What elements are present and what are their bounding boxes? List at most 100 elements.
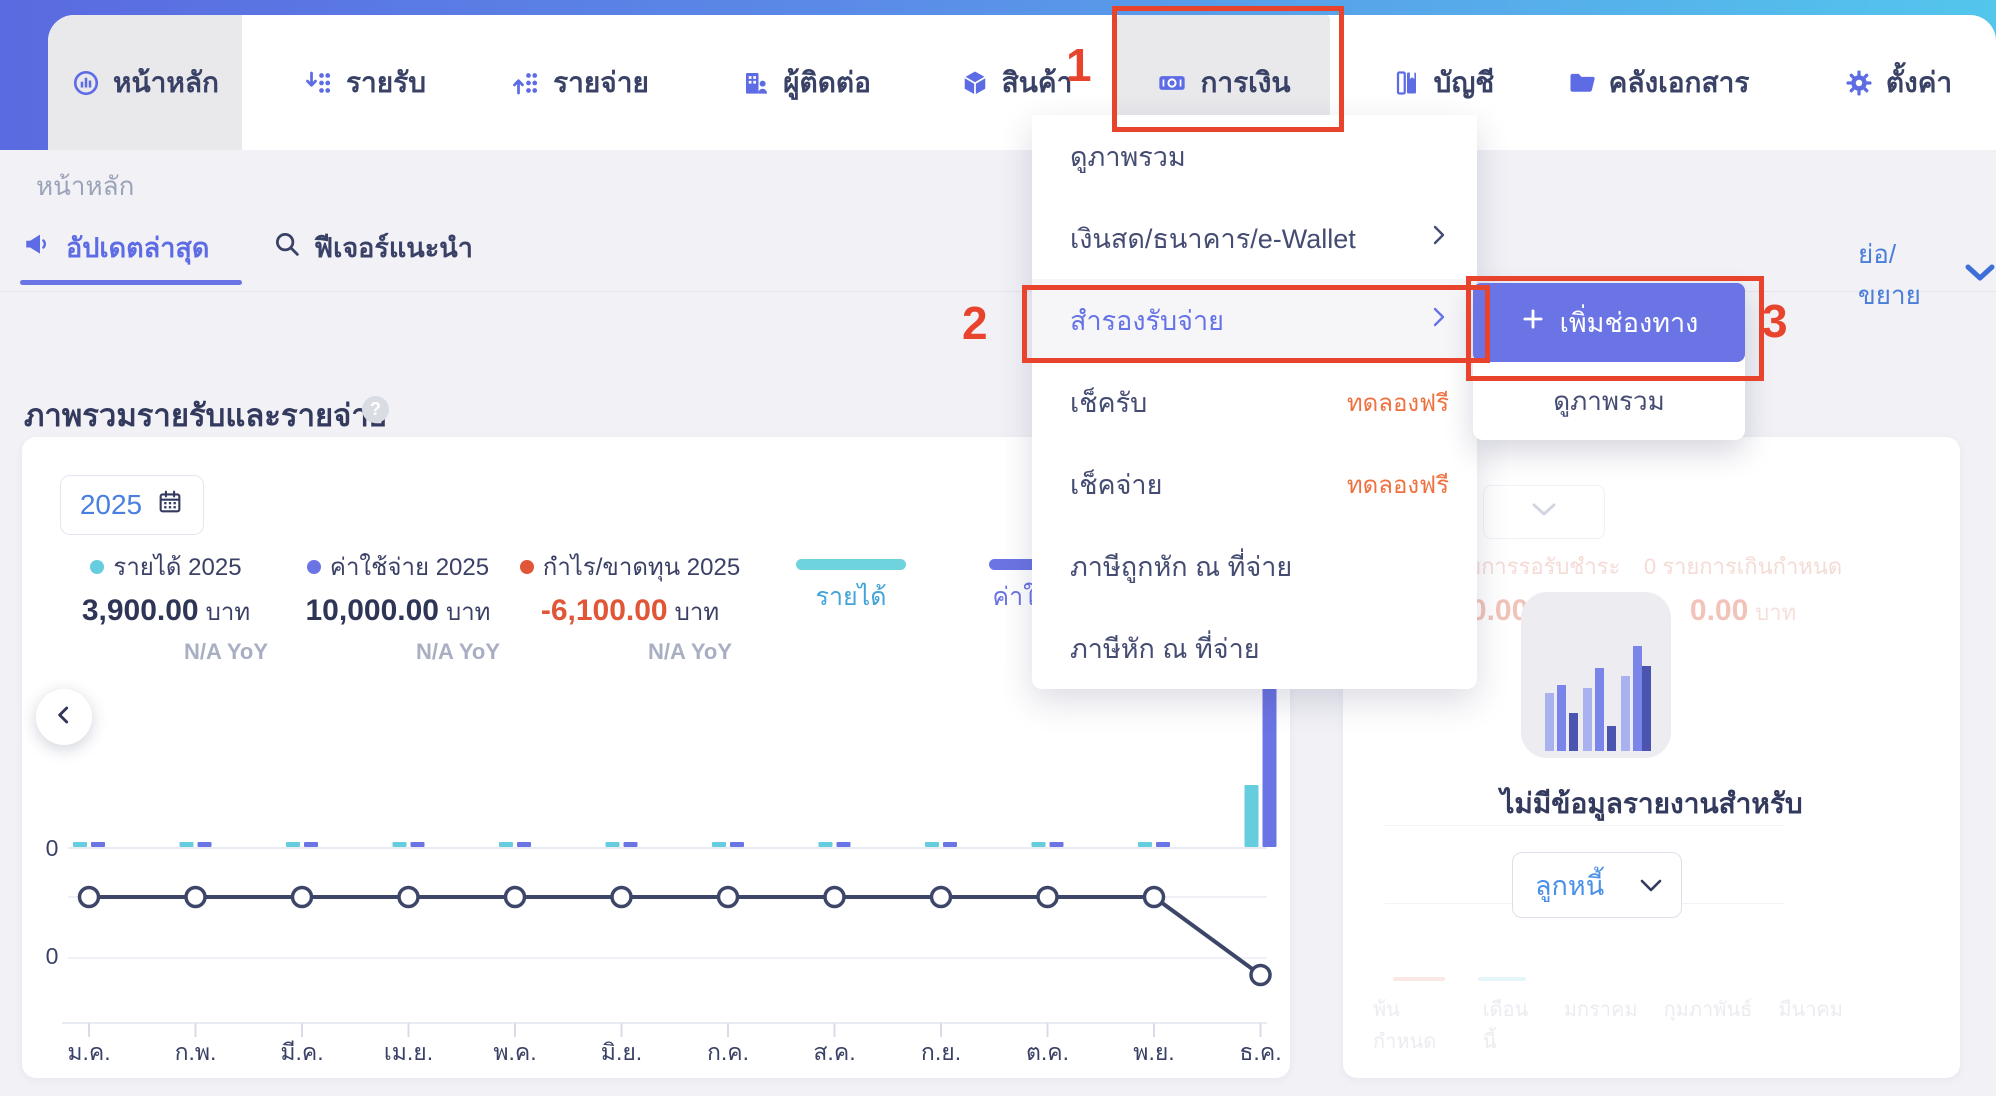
- nav-item-label: สินค้า: [1001, 66, 1073, 98]
- svg-text:ม.ค.: ม.ค.: [67, 1039, 110, 1065]
- submenu-item-overview[interactable]: ดูภาพรวม: [1473, 362, 1745, 440]
- menu-item-withholding-deducted[interactable]: ภาษีถูกหัก ณ ที่จ่าย: [1032, 525, 1477, 607]
- nav-item-label: บัญชี: [1433, 66, 1495, 98]
- report-type-select[interactable]: ลูกหนี้: [1512, 852, 1682, 918]
- chevron-right-icon: [1429, 304, 1449, 337]
- report-empty-illustration: [1521, 592, 1671, 758]
- chart-prev-button[interactable]: [36, 689, 92, 745]
- nav-item-finance[interactable]: การเงิน: [1117, 15, 1330, 150]
- tab-label: อัปเดตล่าสุด: [66, 233, 210, 263]
- svg-text:ก.ค.: ก.ค.: [707, 1039, 749, 1065]
- legend-unit: บาท: [205, 599, 251, 626]
- breadcrumb: หน้าหลัก: [36, 171, 135, 201]
- chevron-left-icon: [51, 702, 77, 733]
- nav-item-contacts[interactable]: ผู้ติดต่อ: [716, 15, 896, 150]
- nav-item-label: การเงิน: [1200, 66, 1291, 98]
- stat-value: 0.00: [1469, 594, 1529, 627]
- income-expense-chart[interactable]: 0 0 ม.ค. ก.พ. มี.ค. เม.ย. พ.ค. มิ.ย. ก.ค. ส.ค. ก.ย…: [22, 660, 1290, 1078]
- menu-item-cheque-paid[interactable]: เช็คจ่าย ทดลองฟรี: [1032, 443, 1477, 525]
- nav-item-products[interactable]: สินค้า: [946, 15, 1086, 150]
- tab-latest-updates[interactable]: อัปเดตล่าสุด: [22, 226, 209, 269]
- legend-unit: บาท: [445, 599, 491, 626]
- period-tab[interactable]: พ้นกำหนด: [1373, 999, 1437, 1053]
- submenu-item-label: ดูภาพรวม: [1553, 385, 1665, 416]
- series-tab-income[interactable]: รายได้: [815, 583, 887, 611]
- empty-report-title: ไม่มีข้อมูลรายงานสำหรับ: [1500, 788, 1803, 819]
- report-period-select[interactable]: [1483, 485, 1605, 539]
- legend-label: กำไร/ขาดทุน 2025: [542, 554, 741, 581]
- series-tab-income-indicator[interactable]: [796, 559, 906, 570]
- bottom-tab-indicator-this-month: [1478, 977, 1526, 981]
- nav-item-income[interactable]: รายรับ: [290, 15, 440, 150]
- search-icon: [272, 229, 302, 266]
- tutorial-step-number-2: 2: [962, 297, 988, 349]
- legend-income: รายได้ 2025 3,900.00 บาท N/A YoY: [52, 547, 280, 665]
- legend-profit: กำไร/ขาดทุน 2025 -6,100.00 บาท N/A YoY: [516, 547, 744, 665]
- active-tab-underline: [20, 280, 242, 285]
- period-tab[interactable]: มกราคม: [1563, 999, 1638, 1021]
- collapse-expand-label: ย่อ/ขยาย: [1858, 239, 1921, 310]
- documents-icon: [1567, 68, 1597, 98]
- stat-label: 0 รายการเกินกำหนด: [1643, 554, 1843, 579]
- svg-text:มิ.ย.: มิ.ย.: [601, 1039, 642, 1065]
- svg-text:ธ.ค.: ธ.ค.: [1239, 1039, 1281, 1065]
- panel-divider: [1385, 825, 1785, 826]
- menu-item-withholding-tax[interactable]: ภาษีหัก ณ ที่จ่าย: [1032, 607, 1477, 689]
- stat-overdue: 0 รายการเกินกำหนด 0.00 บาท: [1633, 549, 1853, 630]
- expense-dot-icon: [306, 559, 321, 574]
- calendar-icon: [156, 488, 184, 523]
- tab-recommended-features[interactable]: ฟีเจอร์แนะนำ: [272, 226, 473, 269]
- legend-value: -6,100.00: [540, 594, 668, 627]
- svg-text:0: 0: [46, 835, 59, 861]
- period-tab[interactable]: กุมภาพันธ์: [1663, 999, 1753, 1021]
- contacts-icon: [741, 68, 771, 98]
- nav-item-label: ผู้ติดต่อ: [783, 66, 871, 98]
- menu-item-cheque-received[interactable]: เช็ครับ ทดลองฟรี: [1032, 361, 1477, 443]
- nav-item-label: รายรับ: [346, 66, 426, 98]
- nav-item-label: ตั้งค่า: [1885, 66, 1953, 98]
- menu-item-label: เช็คจ่าย: [1070, 469, 1163, 500]
- plus-icon: [1520, 306, 1546, 339]
- legend-yoy: N/A YoY: [184, 639, 268, 664]
- nav-item-documents[interactable]: คลังเอกสาร: [1558, 15, 1758, 150]
- chevron-down-icon: [1964, 260, 1996, 291]
- add-channel-button[interactable]: เพิ่มช่องทาง: [1473, 283, 1745, 362]
- income-icon: [304, 68, 334, 98]
- svg-text:ต.ค.: ต.ค.: [1026, 1039, 1069, 1065]
- collapse-expand-toggle[interactable]: ย่อ/ขยาย: [1858, 234, 1996, 316]
- menu-item-label: สำรองรับจ่าย: [1070, 305, 1224, 336]
- menu-item-reserve-receive-pay[interactable]: สำรองรับจ่าย: [1032, 279, 1477, 361]
- menu-item-label: ดูภาพรวม: [1070, 141, 1186, 172]
- svg-text:ก.ย.: ก.ย.: [921, 1039, 961, 1065]
- period-tab[interactable]: มีนาคม: [1778, 999, 1843, 1021]
- nav-item-settings[interactable]: ตั้งค่า: [1818, 15, 1978, 150]
- nav-item-label: รายจ่าย: [553, 66, 649, 98]
- year-picker[interactable]: 2025: [60, 475, 204, 535]
- svg-text:เม.ย.: เม.ย.: [384, 1039, 433, 1065]
- tutorial-step-number-3: 3: [1762, 295, 1788, 347]
- help-icon[interactable]: ?: [362, 396, 389, 423]
- nav-active-tile-home: [48, 15, 242, 150]
- svg-text:ส.ค.: ส.ค.: [813, 1039, 855, 1065]
- section-title: ภาพรวมรายรับและรายจ่าย: [24, 398, 387, 433]
- legend-value: 3,900.00: [81, 594, 199, 627]
- finance-dropdown-menu: ดูภาพรวม เงินสด/ธนาคาร/e-Wallet สำรองรับ…: [1032, 115, 1477, 689]
- legend-value: 10,000.00: [305, 594, 439, 627]
- report-type-value: ลูกหนี้: [1535, 870, 1605, 901]
- nav-item-home[interactable]: หน้าหลัก: [48, 15, 242, 150]
- svg-text:พ.ย.: พ.ย.: [1133, 1039, 1174, 1065]
- finance-icon: [1156, 67, 1188, 99]
- accounting-icon: [1392, 68, 1422, 98]
- nav-active-tile-finance: [1117, 15, 1330, 118]
- main-navbar: หน้าหลัก รายรับ รายจ่าย ผู้ติดต่อ สินค้า: [48, 15, 1996, 150]
- chevron-right-icon: [1429, 222, 1449, 255]
- nav-item-expense[interactable]: รายจ่าย: [500, 15, 660, 150]
- menu-item-overview[interactable]: ดูภาพรวม: [1032, 115, 1477, 197]
- menu-item-cash-bank-ewallet[interactable]: เงินสด/ธนาคาร/e-Wallet: [1032, 197, 1477, 279]
- period-tab[interactable]: เดือนนี้: [1482, 999, 1529, 1053]
- legend-label: รายได้ 2025: [113, 554, 242, 581]
- profit-dot-icon: [519, 559, 534, 574]
- menu-item-label: เงินสด/ธนาคาร/e-Wallet: [1070, 223, 1356, 254]
- nav-item-accounting[interactable]: บัญชี: [1378, 15, 1508, 150]
- legend-label: ค่าใช้จ่าย 2025: [329, 554, 490, 581]
